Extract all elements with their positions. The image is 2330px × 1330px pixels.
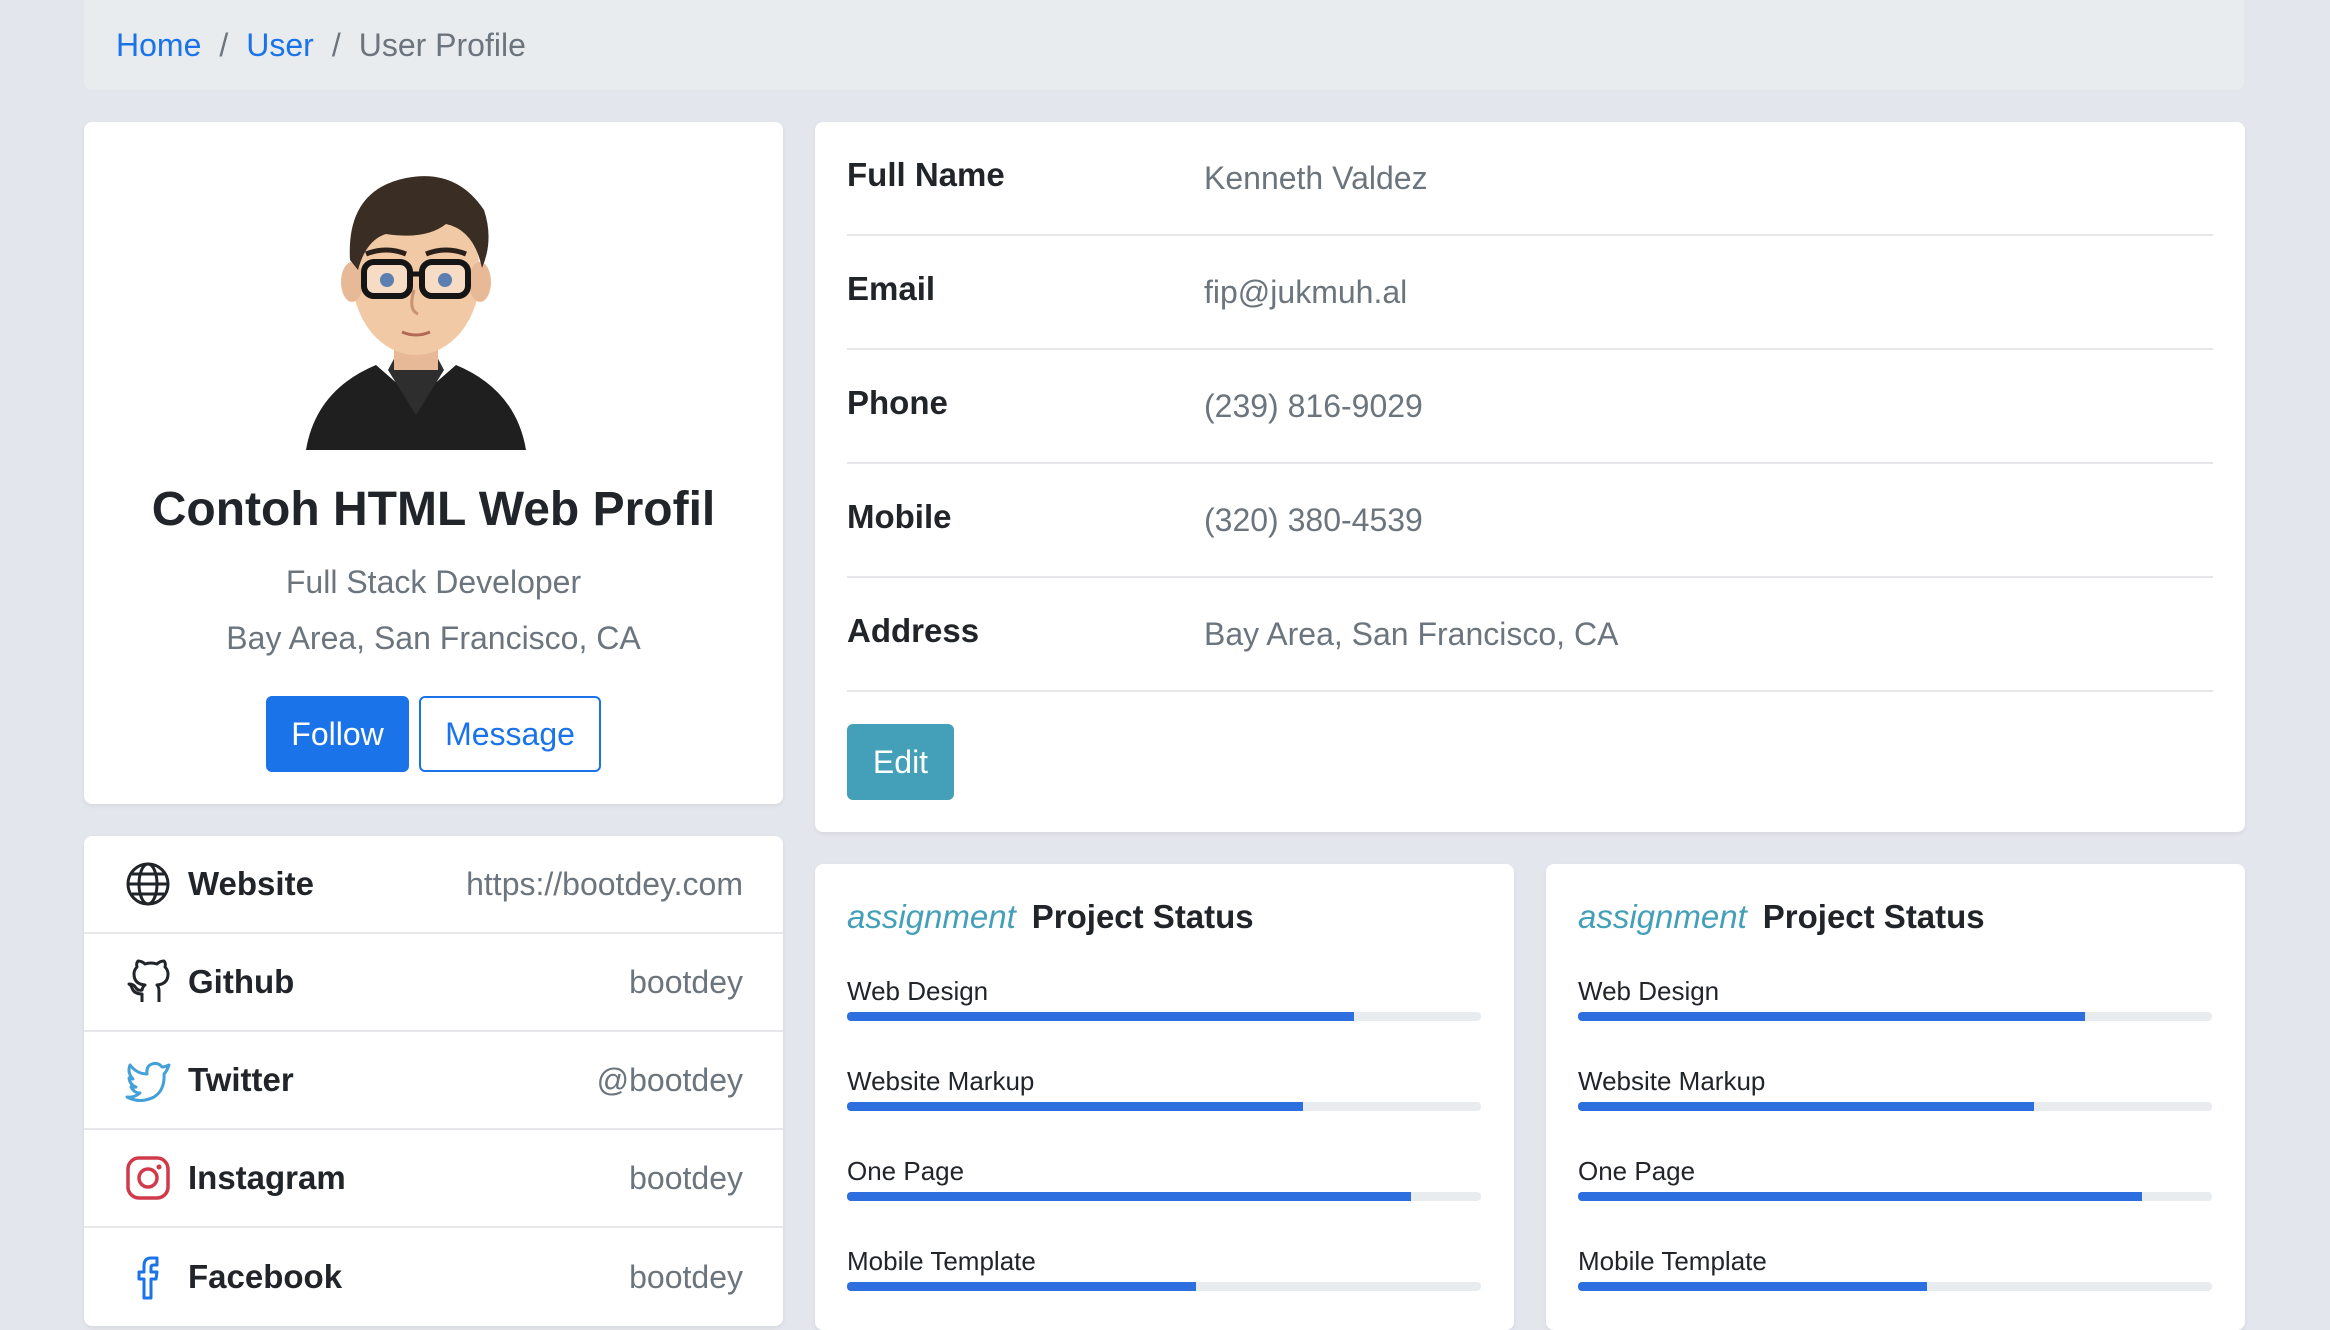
social-row-twitter[interactable]: Twitter @bootdey [84,1032,783,1130]
project-status-heading: Project Status [1031,898,1254,935]
project-item: One Page [1578,1156,2212,1226]
progress-fill [1578,1192,2143,1201]
project-status-title: assignment Project Status [847,898,1254,936]
social-label: Website [188,865,314,902]
progress-bar [847,1102,1481,1111]
project-item-label: One Page [1578,1156,1696,1186]
project-status-card: assignment Project Status Web Design Webs… [815,864,1514,1330]
breadcrumb-separator: / [219,26,229,63]
project-item-label: Mobile Template [1578,1246,1767,1276]
progress-bar [1578,1192,2212,1201]
social-row-github[interactable]: Github bootdey [84,934,783,1032]
follow-button[interactable]: Follow [266,696,409,772]
twitter-icon [125,1061,171,1102]
progress-fill [1578,1012,2086,1021]
project-status-card: assignment Project Status Web Design Webs… [1546,864,2245,1330]
project-item: One Page [847,1156,1481,1226]
progress-fill [847,1192,1412,1201]
social-links-card: Website https://bootdey.com Github bootd… [84,836,783,1326]
social-label: Github [188,963,295,1000]
profile-role: Full Stack Developer [285,564,582,600]
info-label: Mobile [847,498,952,535]
globe-icon [126,862,170,906]
assignment-tag: assignment [1578,898,1747,935]
profile-location: Bay Area, San Francisco, CA [226,620,641,656]
social-value: bootdey [629,1159,743,1196]
project-item-label: One Page [847,1156,965,1186]
project-item: Web Design [847,976,1481,1046]
info-value: fip@jukmuh.al [1204,274,1408,310]
progress-fill [1578,1282,1927,1291]
social-label: Instagram [188,1159,346,1196]
progress-bar [1578,1282,2212,1291]
project-status-heading: Project Status [1762,898,1985,935]
breadcrumb: Home / User / User Profile [84,0,2244,90]
project-item-label: Web Design [847,976,989,1006]
profile-name: Contoh HTML Web Profil [151,483,716,536]
github-icon [127,959,170,1002]
project-item: Mobile Template [1578,1246,2212,1316]
instagram-icon [126,1156,170,1200]
social-label: Facebook [188,1258,343,1295]
social-row-website[interactable]: Website https://bootdey.com [84,836,783,934]
project-status-title: assignment Project Status [1578,898,1985,936]
project-item: Mobile Template [847,1246,1481,1316]
social-value: https://bootdey.com [466,865,743,902]
info-label: Address [847,612,980,649]
project-item-label: Web Design [1578,976,1720,1006]
project-item-label: Website Markup [847,1066,1035,1096]
progress-fill [847,1282,1196,1291]
info-value: (239) 816-9029 [1204,388,1423,424]
assignment-tag: assignment [847,898,1016,935]
social-value: @bootdey [596,1061,743,1098]
project-item: Website Markup [847,1066,1481,1136]
info-label: Full Name [847,156,1005,193]
message-button[interactable]: Message [419,696,601,772]
progress-bar [1578,1102,2212,1111]
breadcrumb-separator: / [331,26,341,63]
info-row-full-name: Full Name Kenneth Valdez [847,122,2213,236]
info-label: Email [847,270,936,307]
social-value: bootdey [629,1258,743,1295]
edit-button[interactable]: Edit [847,724,954,800]
social-row-facebook[interactable]: Facebook bootdey [84,1228,783,1326]
social-label: Twitter [188,1061,294,1098]
project-item: Web Design [1578,976,2212,1046]
progress-bar [1578,1012,2212,1021]
profile-card: Contoh HTML Web Profil Full Stack Develo… [84,122,783,804]
avatar [306,176,526,450]
breadcrumb-user-link[interactable]: User [246,26,314,63]
project-item: Website Markup [1578,1066,2212,1136]
progress-fill [847,1102,1304,1111]
progress-bar [847,1192,1481,1201]
social-value: bootdey [629,963,743,1000]
info-row-phone: Phone (239) 816-9029 [847,350,2213,464]
social-row-instagram[interactable]: Instagram bootdey [84,1130,783,1228]
info-row-mobile: Mobile (320) 380-4539 [847,464,2213,578]
progress-fill [1578,1102,2035,1111]
info-row-address: Address Bay Area, San Francisco, CA [847,578,2213,692]
progress-fill [847,1012,1355,1021]
progress-bar [847,1282,1481,1291]
info-value: Bay Area, San Francisco, CA [1204,616,1619,652]
info-label: Phone [847,384,948,421]
breadcrumb-current: User Profile [358,26,526,63]
project-item-label: Mobile Template [847,1246,1036,1276]
project-item-label: Website Markup [1578,1066,1766,1096]
breadcrumb-home-link[interactable]: Home [116,26,202,63]
progress-bar [847,1012,1481,1021]
info-row-email: Email fip@jukmuh.al [847,236,2213,350]
facebook-icon [137,1256,159,1300]
info-value: (320) 380-4539 [1204,502,1423,538]
user-info-card: Full Name Kenneth Valdez Email fip@jukmu… [815,122,2245,832]
info-value: Kenneth Valdez [1204,160,1428,196]
